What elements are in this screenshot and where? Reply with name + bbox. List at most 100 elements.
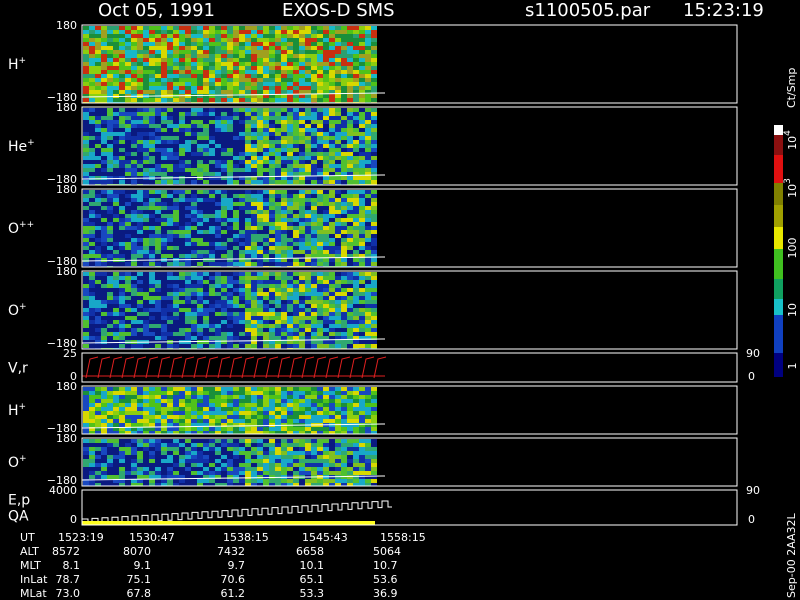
spectrogram-cell <box>95 74 101 78</box>
spectrogram-cell <box>371 262 377 266</box>
spectrogram-cell <box>191 46 197 50</box>
spectrogram-cell <box>347 288 353 292</box>
spectrogram-cell <box>215 447 221 451</box>
spectrogram-cell <box>359 148 365 152</box>
spectrogram-cell <box>257 276 263 280</box>
spectrogram-cell <box>251 230 257 234</box>
spectrogram-cell <box>233 206 239 210</box>
spectrogram-cell <box>149 70 155 74</box>
spectrogram-cell <box>185 292 191 296</box>
spectrogram-cell <box>257 128 263 132</box>
spectrogram-cell <box>239 74 245 78</box>
spectrogram-cell <box>257 407 263 411</box>
spectrogram-cell <box>311 391 317 395</box>
spectrogram-cell <box>179 230 185 234</box>
spectrogram-cell <box>227 411 233 415</box>
spectrogram-cell <box>83 280 89 284</box>
spectrogram-cell <box>299 34 305 38</box>
spectrogram-cell <box>311 164 317 168</box>
spectrogram-cell <box>137 26 143 30</box>
spectrogram-cell <box>215 467 221 471</box>
spectrogram-cell <box>113 479 119 483</box>
spectrogram-cell <box>257 26 263 30</box>
spectrogram-cell <box>245 152 251 156</box>
spectrogram-cell <box>143 218 149 222</box>
colorbar-unit: Ct/Smp <box>785 68 798 108</box>
spectrogram-cell <box>335 230 341 234</box>
spectrogram-cell <box>287 152 293 156</box>
spectrogram-cell <box>197 94 203 98</box>
spectrogram-cell <box>311 124 317 128</box>
spectrogram-cell <box>323 344 329 348</box>
spectrogram-cell <box>245 403 251 407</box>
spectrogram-cell <box>119 38 125 42</box>
spectrogram-cell <box>95 316 101 320</box>
spectrogram-cell <box>329 276 335 280</box>
spectrogram-cell <box>353 292 359 296</box>
spectrogram-cell <box>125 443 131 447</box>
spectrogram-cell <box>113 262 119 266</box>
spectrogram-cell <box>365 160 371 164</box>
spectrogram-cell <box>179 320 185 324</box>
spectrogram-cell <box>245 172 251 176</box>
spectrogram-cell <box>83 116 89 120</box>
spectrogram-cell <box>167 272 173 276</box>
spectrogram-cell <box>239 116 245 120</box>
spectrogram-cell <box>305 66 311 70</box>
spectrogram-cell <box>179 276 185 280</box>
spectrogram-cell <box>215 98 221 102</box>
spectrogram-cell <box>131 194 137 198</box>
spectrogram-cell <box>371 344 377 348</box>
spectrogram-cell <box>185 82 191 86</box>
spectrogram-cell <box>317 38 323 42</box>
spectrogram-cell <box>329 206 335 210</box>
spectrogram-cell <box>275 451 281 455</box>
spectrogram-cell <box>353 415 359 419</box>
spectrogram-cell <box>317 112 323 116</box>
spectrogram-cell <box>179 403 185 407</box>
spectrogram-cell <box>365 190 371 194</box>
spectrogram-cell <box>251 272 257 276</box>
spectrogram-cell <box>215 82 221 86</box>
spectrogram-cell <box>149 324 155 328</box>
spectrogram-cell <box>107 280 113 284</box>
spectrogram-cell <box>161 316 167 320</box>
spectrogram-cell <box>131 455 137 459</box>
spectrogram-cell <box>359 108 365 112</box>
spectrogram-cell <box>203 258 209 262</box>
spectrogram-cell <box>119 128 125 132</box>
spectrogram-cell <box>83 164 89 168</box>
spectrogram-cell <box>317 254 323 258</box>
spectrogram-cell <box>245 395 251 399</box>
spectrogram-cell <box>227 395 233 399</box>
spectrogram-cell <box>299 190 305 194</box>
spectrogram-cell <box>347 226 353 230</box>
spectrogram-cell <box>95 112 101 116</box>
spectrogram-cell <box>239 340 245 344</box>
spectrogram-cell <box>203 180 209 184</box>
spectrogram-cell <box>167 42 173 46</box>
spectrogram-cell <box>281 280 287 284</box>
spectrogram-cell <box>113 308 119 312</box>
spectrogram-cell <box>137 242 143 246</box>
y-tick-label: −180 <box>47 337 77 350</box>
spectrogram-cell <box>125 234 131 238</box>
spectrogram-cell <box>143 148 149 152</box>
spectrogram-cell <box>131 419 137 423</box>
spectrogram-cell <box>89 312 95 316</box>
spectrogram-cell <box>185 411 191 415</box>
spectrogram-cell <box>173 58 179 62</box>
spectrogram-cell <box>101 304 107 308</box>
spectrogram-cell <box>293 30 299 34</box>
spectrogram-cell <box>311 30 317 34</box>
spectrogram-cell <box>239 210 245 214</box>
spectrogram-cell <box>371 172 377 176</box>
spectrogram-cell <box>371 50 377 54</box>
spectrogram-cell <box>107 50 113 54</box>
spectrogram-cell <box>311 254 317 258</box>
spectrogram-cell <box>227 308 233 312</box>
spectrogram-cell <box>227 280 233 284</box>
spectrogram-cell <box>317 419 323 423</box>
spectrogram-cell <box>353 387 359 391</box>
spectrogram-cell <box>167 262 173 266</box>
